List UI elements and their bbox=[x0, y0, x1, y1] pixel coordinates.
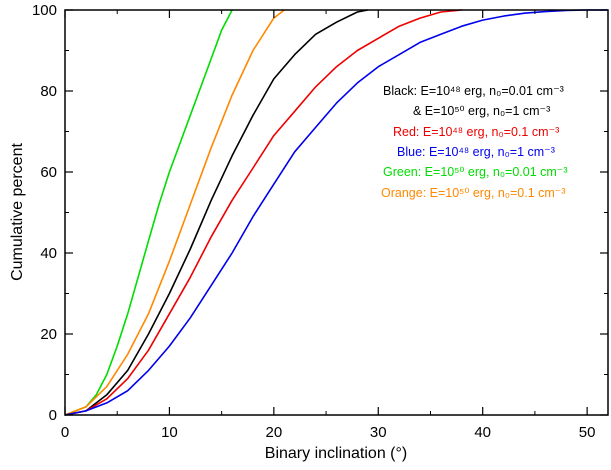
y-tick-label: 60 bbox=[40, 164, 57, 181]
x-tick-label: 30 bbox=[370, 424, 387, 441]
series-lines bbox=[64, 9, 608, 416]
legend-entry: Red: E=10⁴⁸ erg, n₀=0.1 cm⁻³ bbox=[393, 125, 559, 139]
series-line-1 bbox=[64, 9, 285, 416]
x-tick-label: 20 bbox=[266, 424, 283, 441]
y-tick-label: 20 bbox=[40, 326, 57, 343]
y-axis-title: Cumulative percent bbox=[9, 143, 26, 281]
legend-entry: Blue: E=10⁴⁸ erg, n₀=1 cm⁻³ bbox=[397, 145, 555, 159]
legend-entry: Black: E=10⁴⁸ erg, n₀=0.01 cm⁻³ bbox=[383, 84, 564, 98]
y-tick-label: 80 bbox=[40, 83, 57, 100]
series-line-4 bbox=[64, 9, 608, 416]
x-tick-label: 10 bbox=[161, 424, 178, 441]
legend-entry: Orange: E=10⁵⁰ erg, n₀=0.1 cm⁻³ bbox=[381, 186, 566, 200]
y-tick-label: 0 bbox=[49, 407, 57, 424]
x-axis-title: Binary inclination (°) bbox=[265, 445, 407, 462]
series-line-0 bbox=[64, 9, 233, 416]
tick-labels: 0 10 20 30 40 50 0 20 40 60 80 100 bbox=[32, 2, 595, 441]
x-tick-label: 0 bbox=[61, 424, 69, 441]
x-tick-label: 40 bbox=[474, 424, 491, 441]
x-tick-label: 50 bbox=[579, 424, 596, 441]
axis-ticks bbox=[64, 9, 608, 416]
series-line-2 bbox=[64, 9, 368, 416]
series-line-3 bbox=[64, 9, 462, 416]
legend-entry: Green: E=10⁵⁰ erg, n₀=0.01 cm⁻³ bbox=[383, 165, 568, 179]
y-tick-label: 40 bbox=[40, 245, 57, 262]
legend: Black: E=10⁴⁸ erg, n₀=0.01 cm⁻³ & E=10⁵⁰ … bbox=[381, 84, 568, 200]
y-tick-label: 100 bbox=[32, 2, 57, 19]
legend-entry: & E=10⁵⁰ erg, n₀=1 cm⁻³ bbox=[413, 104, 550, 118]
